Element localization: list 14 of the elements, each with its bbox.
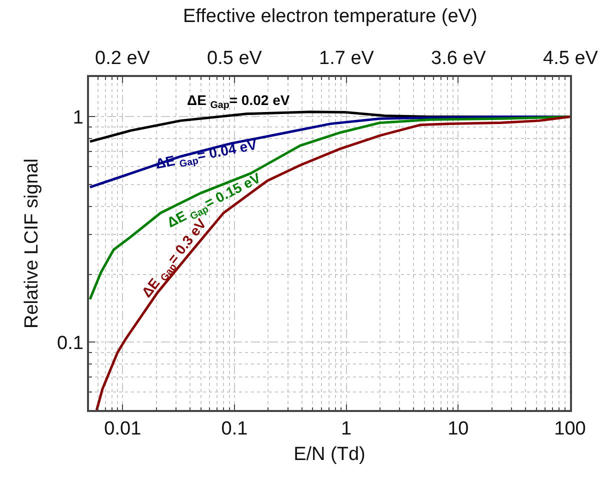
x-tick-label: 1 xyxy=(341,418,352,440)
text: 3.6 eV xyxy=(431,48,486,69)
x-tick-label: 0.01 xyxy=(104,418,142,440)
text: 0.5 eV xyxy=(207,48,262,69)
text: 4.5 eV xyxy=(543,48,598,69)
x-tick-label: 100 xyxy=(554,418,586,440)
annotation: ΔE $_{Gap}$= 0.02 eV xyxy=(187,92,290,111)
text: 0.2 eV xyxy=(95,48,150,69)
y-axis-title: Relative LCIF signal xyxy=(21,158,42,329)
x2-axis-title: Effective electron temperature (eV) xyxy=(183,6,478,27)
text: 1.7 eV xyxy=(319,48,374,69)
x-axis-title: E/N (Td) xyxy=(294,444,366,465)
x-tick-label: 0.1 xyxy=(221,418,248,440)
x-tick-label: 10 xyxy=(448,418,469,440)
